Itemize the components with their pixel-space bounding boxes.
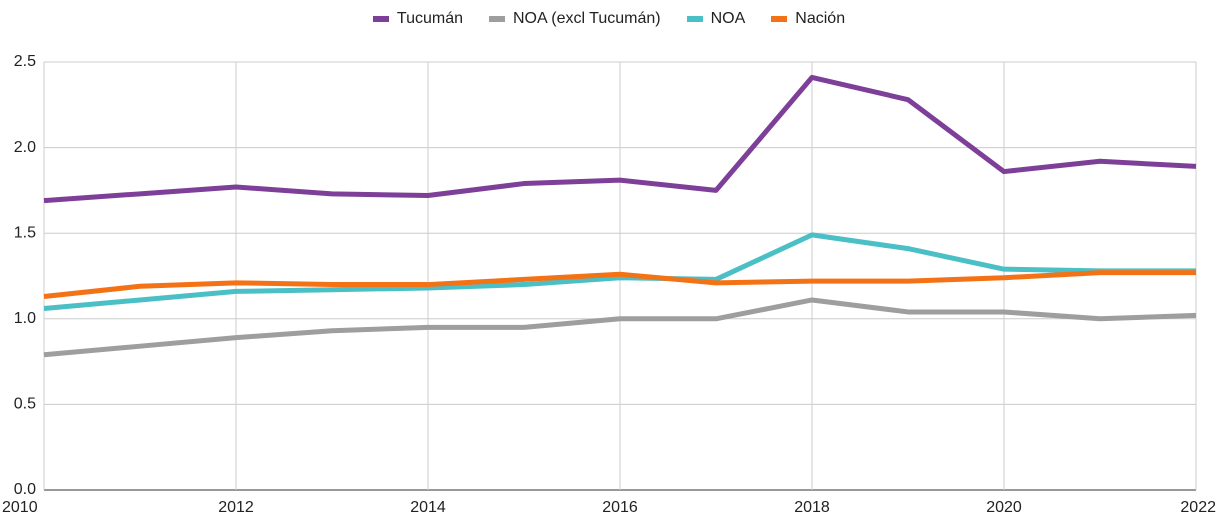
x-tick-label: 2016 xyxy=(602,499,638,516)
legend-label: NOA (excl Tucumán) xyxy=(513,10,661,27)
legend-item: Tucumán xyxy=(372,10,463,28)
y-tick-label: 2.0 xyxy=(14,139,36,156)
legend-label: NOA xyxy=(710,10,746,27)
series-line xyxy=(43,74,1197,204)
x-tick-label: 2018 xyxy=(794,499,830,516)
legend-swatch xyxy=(489,16,505,22)
legend-label: Tucumán xyxy=(396,10,463,27)
legend-label: Nación xyxy=(795,10,846,27)
x-tick-label: 2014 xyxy=(410,499,446,516)
y-tick-label: 1.5 xyxy=(14,224,36,241)
legend-swatch xyxy=(372,16,389,22)
y-tick-label: 0.0 xyxy=(14,481,36,498)
x-tick-label: 2020 xyxy=(986,499,1022,516)
legend-item: Nación xyxy=(771,10,845,28)
legend-swatch xyxy=(771,16,788,22)
legend-item: NOA (excl Tucumán) xyxy=(489,10,661,28)
series-line xyxy=(43,232,1196,312)
y-tick-label: 1.0 xyxy=(14,310,36,327)
legend-swatch xyxy=(686,16,703,22)
x-tick-label: 2022 xyxy=(1180,499,1216,516)
series-line xyxy=(43,297,1197,358)
y-tick-label: 2.5 xyxy=(14,53,36,70)
legend-item: NOA xyxy=(686,10,746,28)
legend: Tucumán NOA (excl Tucumán) NOA Nación xyxy=(0,10,1218,28)
series-line xyxy=(43,270,1196,300)
x-tick-label: 2012 xyxy=(218,499,254,516)
y-tick-label: 0.5 xyxy=(14,396,36,413)
x-tick-label: 2010 xyxy=(2,499,38,516)
